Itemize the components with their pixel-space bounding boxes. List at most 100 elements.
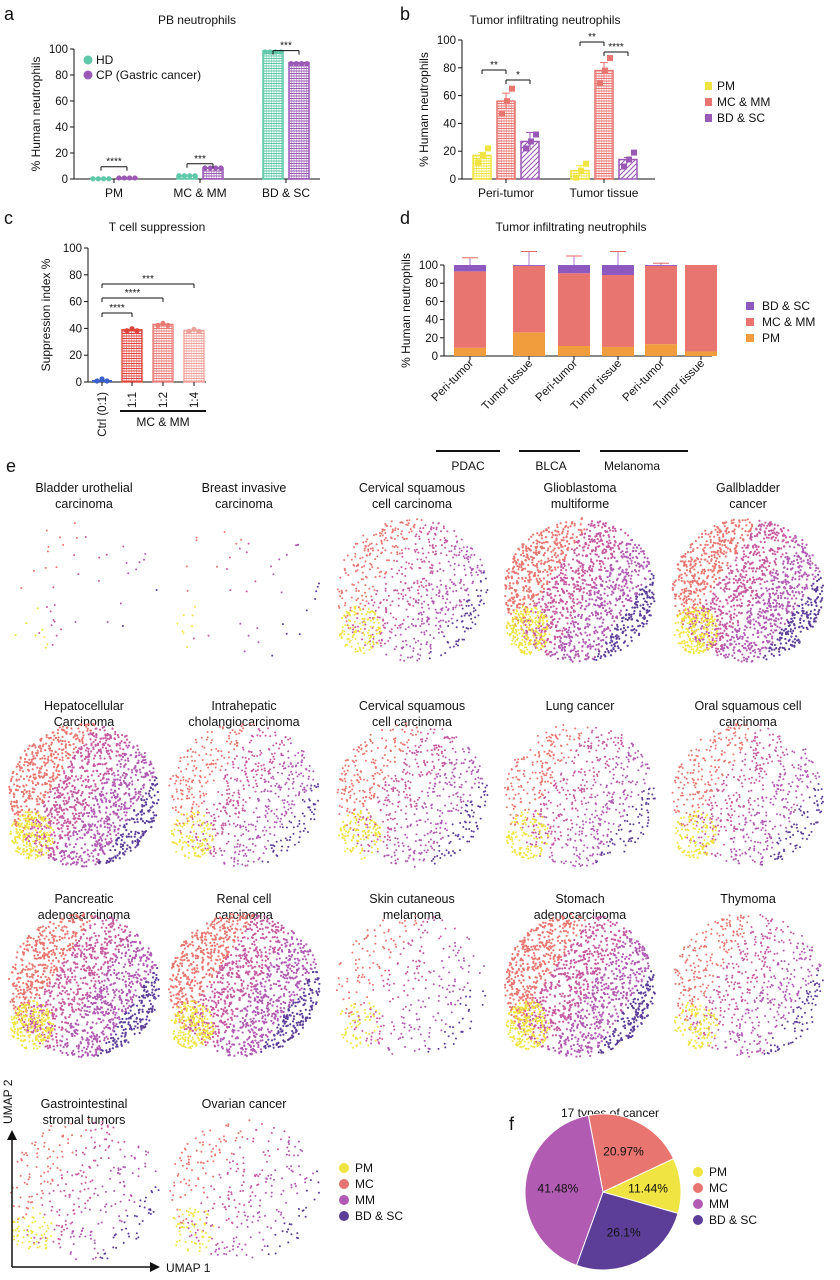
umap-point [770, 529, 773, 532]
umap-point [678, 569, 682, 572]
umap-point [378, 639, 381, 642]
umap-point [630, 600, 633, 603]
umap-point [772, 605, 775, 608]
umap-point [746, 611, 749, 614]
umap-point [589, 647, 592, 650]
umap-point-pm [716, 630, 719, 633]
umap-point [518, 548, 521, 551]
umap-point [588, 566, 591, 569]
umap-point [719, 647, 723, 651]
umap-point [703, 580, 706, 584]
umap-point [762, 615, 765, 618]
chart-d-bar-segment [645, 344, 677, 356]
umap-point [732, 581, 736, 585]
umap-point [722, 605, 725, 608]
umap-point [207, 634, 210, 637]
umap-point [694, 562, 697, 565]
umap-point [397, 592, 400, 595]
umap-point [525, 549, 528, 553]
umap-point [216, 565, 219, 568]
umap-point [798, 575, 801, 578]
umap-point [356, 597, 359, 600]
umap-point [133, 788, 137, 791]
umap-point [641, 588, 644, 591]
umap-point [761, 563, 764, 567]
umap-point [238, 547, 241, 550]
umap-point [512, 561, 515, 564]
umap-point [551, 536, 554, 539]
umap-point [381, 530, 384, 533]
umap-point [428, 652, 431, 655]
umap-point [539, 562, 543, 565]
umap-point [605, 647, 609, 651]
umap-point [417, 592, 420, 595]
chart-b-y-tick-label: 20 [443, 146, 456, 158]
umap-point [438, 595, 441, 598]
umap-point [674, 604, 677, 608]
umap-point [809, 563, 812, 566]
umap-point [91, 797, 94, 800]
umap-point [683, 581, 686, 585]
umap-point [473, 554, 476, 557]
umap-point [730, 605, 733, 608]
umap-point [601, 542, 604, 545]
umap-point [354, 542, 357, 545]
umap-point [378, 571, 381, 574]
umap-point [800, 545, 804, 548]
umap-point [381, 534, 384, 537]
umap-point [716, 597, 720, 600]
umap-point [455, 554, 458, 557]
umap-point [706, 543, 709, 546]
umap-point [428, 530, 431, 533]
umap-point [589, 552, 592, 555]
umap-point [683, 588, 686, 591]
umap-point [786, 620, 790, 623]
umap-point-pm [690, 640, 693, 643]
umap-point [467, 555, 470, 558]
chart-a-legend-cp: CP (Gastric cancer) [96, 68, 201, 82]
umap-point [445, 592, 448, 595]
umap-point [440, 552, 443, 555]
umap-point [357, 589, 360, 592]
umap-point [482, 602, 485, 605]
umap-point [601, 606, 605, 610]
umap-point [612, 647, 615, 650]
umap-point [741, 635, 744, 638]
umap-point [572, 630, 575, 633]
umap-point [419, 527, 422, 530]
umap-point [195, 536, 198, 539]
umap-point [690, 558, 693, 561]
umap-point [780, 597, 783, 600]
umap-point [642, 603, 645, 606]
umap-point [735, 545, 738, 548]
umap-point [621, 589, 624, 592]
umap-point [562, 579, 565, 582]
umap-point [453, 568, 456, 571]
umap-point [642, 549, 645, 553]
umap-point [98, 556, 101, 559]
umap-point [735, 568, 738, 571]
umap-point [780, 594, 783, 597]
chart-c-point [134, 328, 140, 334]
umap-point [613, 627, 617, 630]
umap-point [458, 553, 461, 556]
umap-point-pm [376, 629, 379, 632]
umap-point [344, 572, 347, 575]
umap-point-pm [347, 624, 350, 627]
umap-point [402, 595, 405, 598]
umap-point [800, 560, 803, 563]
umap-point [97, 774, 100, 778]
umap-point [611, 586, 614, 589]
umap-point [624, 551, 628, 554]
umap-point [588, 623, 591, 626]
umap-point [430, 583, 433, 586]
umap-point-pm [377, 621, 380, 624]
chart-d-bar-segment [685, 351, 717, 356]
umap-point-pm [365, 613, 368, 616]
umap-point [115, 834, 118, 837]
umap-point [554, 551, 557, 555]
umap-point [757, 545, 760, 548]
umap-point [587, 644, 590, 647]
umap-point [453, 573, 456, 576]
umap-point [580, 633, 583, 636]
